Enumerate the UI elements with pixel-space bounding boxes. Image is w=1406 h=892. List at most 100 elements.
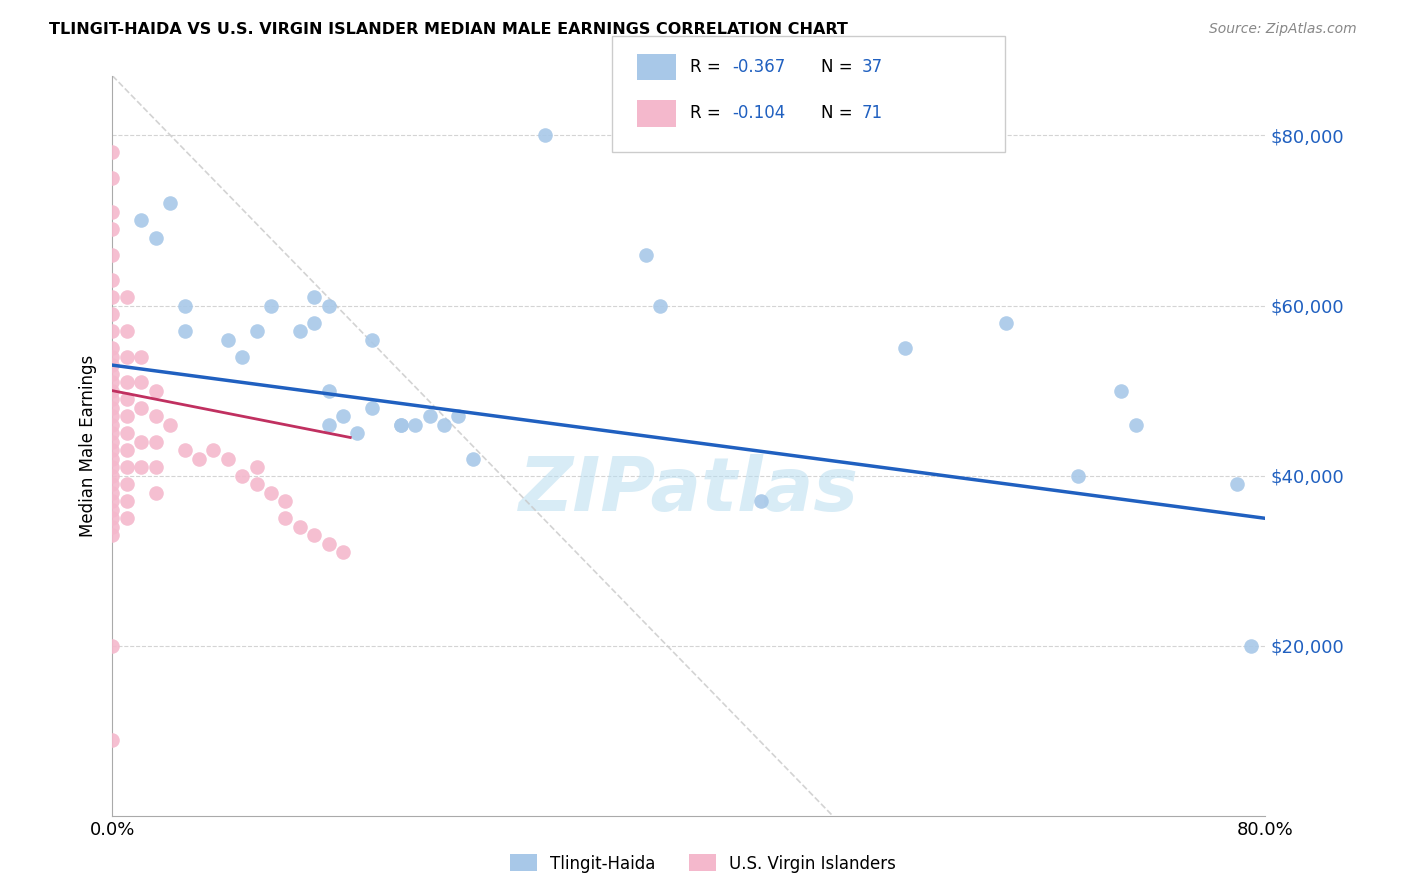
- Point: [101, 732, 124, 747]
- Point: [115, 426, 138, 441]
- Point: [995, 316, 1018, 330]
- Point: [129, 401, 153, 415]
- Point: [115, 511, 138, 525]
- Point: [101, 205, 124, 219]
- Point: [145, 434, 167, 449]
- Point: [101, 145, 124, 160]
- Legend: Tlingit-Haida, U.S. Virgin Islanders: Tlingit-Haida, U.S. Virgin Islanders: [503, 847, 903, 880]
- Point: [101, 222, 124, 236]
- Point: [145, 230, 167, 244]
- Point: [389, 417, 412, 432]
- Point: [231, 350, 253, 364]
- Point: [360, 401, 382, 415]
- Point: [101, 443, 124, 458]
- Point: [101, 273, 124, 287]
- Point: [101, 350, 124, 364]
- Point: [159, 196, 181, 211]
- Point: [101, 290, 124, 304]
- Point: [101, 247, 124, 261]
- Point: [101, 384, 124, 398]
- Point: [115, 290, 138, 304]
- Point: [101, 434, 124, 449]
- Point: [202, 443, 225, 458]
- Point: [217, 451, 239, 466]
- Point: [433, 417, 456, 432]
- Point: [246, 460, 269, 475]
- Point: [1067, 468, 1090, 483]
- Text: 37: 37: [862, 58, 883, 76]
- Point: [101, 170, 124, 185]
- Point: [129, 375, 153, 389]
- Point: [101, 417, 124, 432]
- Point: [101, 392, 124, 407]
- Point: [173, 324, 195, 338]
- Point: [332, 409, 354, 424]
- Point: [101, 307, 124, 321]
- Point: [304, 290, 326, 304]
- Point: [115, 350, 138, 364]
- Point: [246, 477, 269, 491]
- Point: [894, 341, 917, 355]
- Point: [274, 511, 297, 525]
- Point: [101, 375, 124, 389]
- Point: [318, 537, 340, 551]
- Text: -0.367: -0.367: [733, 58, 786, 76]
- Point: [1226, 477, 1249, 491]
- Point: [217, 333, 239, 347]
- Point: [101, 511, 124, 525]
- Point: [260, 485, 283, 500]
- Point: [173, 299, 195, 313]
- Point: [101, 324, 124, 338]
- Point: [332, 545, 354, 559]
- Point: [1125, 417, 1147, 432]
- Point: [231, 468, 253, 483]
- Point: [1240, 639, 1263, 653]
- Point: [101, 367, 124, 381]
- Point: [246, 324, 269, 338]
- Point: [346, 426, 368, 441]
- Point: [115, 443, 138, 458]
- Point: [318, 417, 340, 432]
- Point: [288, 324, 311, 338]
- Point: [101, 494, 124, 508]
- Point: [188, 451, 211, 466]
- Point: [419, 409, 441, 424]
- Point: [404, 417, 426, 432]
- Point: [360, 333, 382, 347]
- Text: N =: N =: [821, 104, 858, 122]
- Point: [101, 460, 124, 475]
- Point: [304, 316, 326, 330]
- Text: Source: ZipAtlas.com: Source: ZipAtlas.com: [1209, 22, 1357, 37]
- Point: [318, 299, 340, 313]
- Point: [101, 477, 124, 491]
- Point: [115, 392, 138, 407]
- Point: [288, 520, 311, 534]
- Y-axis label: Median Male Earnings: Median Male Earnings: [79, 355, 97, 537]
- Point: [101, 341, 124, 355]
- Text: TLINGIT-HAIDA VS U.S. VIRGIN ISLANDER MEDIAN MALE EARNINGS CORRELATION CHART: TLINGIT-HAIDA VS U.S. VIRGIN ISLANDER ME…: [49, 22, 848, 37]
- Point: [101, 520, 124, 534]
- Point: [145, 460, 167, 475]
- Point: [534, 128, 557, 143]
- Point: [129, 434, 153, 449]
- Text: ZIPatlas: ZIPatlas: [519, 454, 859, 527]
- Point: [115, 375, 138, 389]
- Point: [101, 639, 124, 653]
- Point: [101, 485, 124, 500]
- Point: [318, 384, 340, 398]
- Point: [129, 213, 153, 227]
- Point: [115, 324, 138, 338]
- Point: [749, 494, 772, 508]
- Point: [129, 350, 153, 364]
- Point: [101, 401, 124, 415]
- Point: [260, 299, 283, 313]
- Point: [389, 417, 412, 432]
- Point: [159, 417, 181, 432]
- Point: [101, 451, 124, 466]
- Point: [274, 494, 297, 508]
- Point: [461, 451, 484, 466]
- Text: 71: 71: [862, 104, 883, 122]
- Point: [101, 528, 124, 542]
- Point: [650, 299, 672, 313]
- Point: [145, 485, 167, 500]
